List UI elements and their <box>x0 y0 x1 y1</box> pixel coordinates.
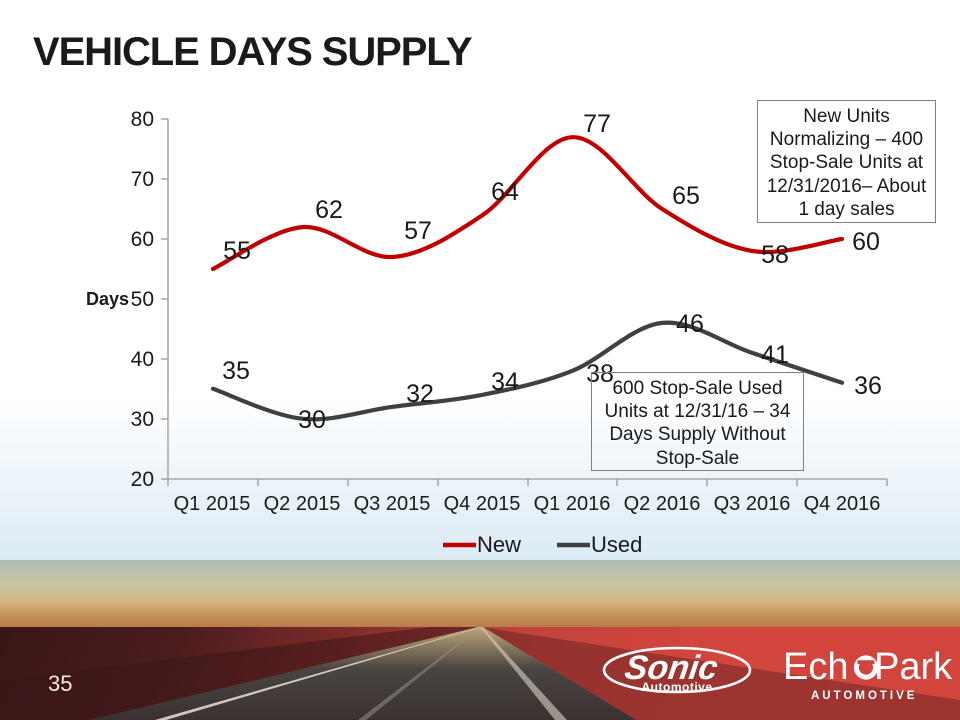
svg-text:40: 40 <box>131 348 154 371</box>
svg-text:30: 30 <box>131 408 154 431</box>
svg-text:50: 50 <box>131 288 154 311</box>
svg-text:32: 32 <box>406 380 434 408</box>
svg-text:30: 30 <box>298 406 326 434</box>
svg-text:60: 60 <box>852 228 880 256</box>
svg-text:Q3 2015: Q3 2015 <box>354 493 431 515</box>
svg-text:77: 77 <box>583 110 611 138</box>
svg-text:New: New <box>477 532 521 557</box>
svg-text:65: 65 <box>672 182 700 210</box>
svg-text:Q1 2016: Q1 2016 <box>534 493 611 515</box>
svg-text:80: 80 <box>131 108 154 131</box>
svg-text:Used: Used <box>591 532 642 557</box>
svg-text:57: 57 <box>404 217 432 245</box>
svg-text:Q4 2016: Q4 2016 <box>804 493 881 515</box>
svg-text:58: 58 <box>761 241 789 269</box>
svg-text:Days: Days <box>86 289 129 309</box>
svg-text:Ech: Ech <box>783 646 848 688</box>
svg-text:Q2 2016: Q2 2016 <box>624 493 701 515</box>
svg-text:36: 36 <box>854 372 882 400</box>
svg-text:60: 60 <box>131 228 154 251</box>
svg-text:Q2 2015: Q2 2015 <box>264 493 341 515</box>
svg-text:55: 55 <box>223 237 251 265</box>
svg-text:34: 34 <box>491 368 519 396</box>
svg-text:35: 35 <box>222 357 250 385</box>
svg-text:Automotive: Automotive <box>642 680 713 694</box>
svg-text:Q4 2015: Q4 2015 <box>444 493 521 515</box>
svg-text:Q1 2015: Q1 2015 <box>174 493 251 515</box>
svg-text:AUTOMOTIVE: AUTOMOTIVE <box>811 690 917 702</box>
svg-text:41: 41 <box>761 341 789 369</box>
svg-text:64: 64 <box>491 178 519 206</box>
svg-text:Park: Park <box>874 646 953 688</box>
svg-text:46: 46 <box>676 310 704 338</box>
svg-text:Q3 2016: Q3 2016 <box>714 493 791 515</box>
svg-text:70: 70 <box>131 168 154 191</box>
svg-text:20: 20 <box>131 468 154 491</box>
svg-text:62: 62 <box>315 196 343 224</box>
